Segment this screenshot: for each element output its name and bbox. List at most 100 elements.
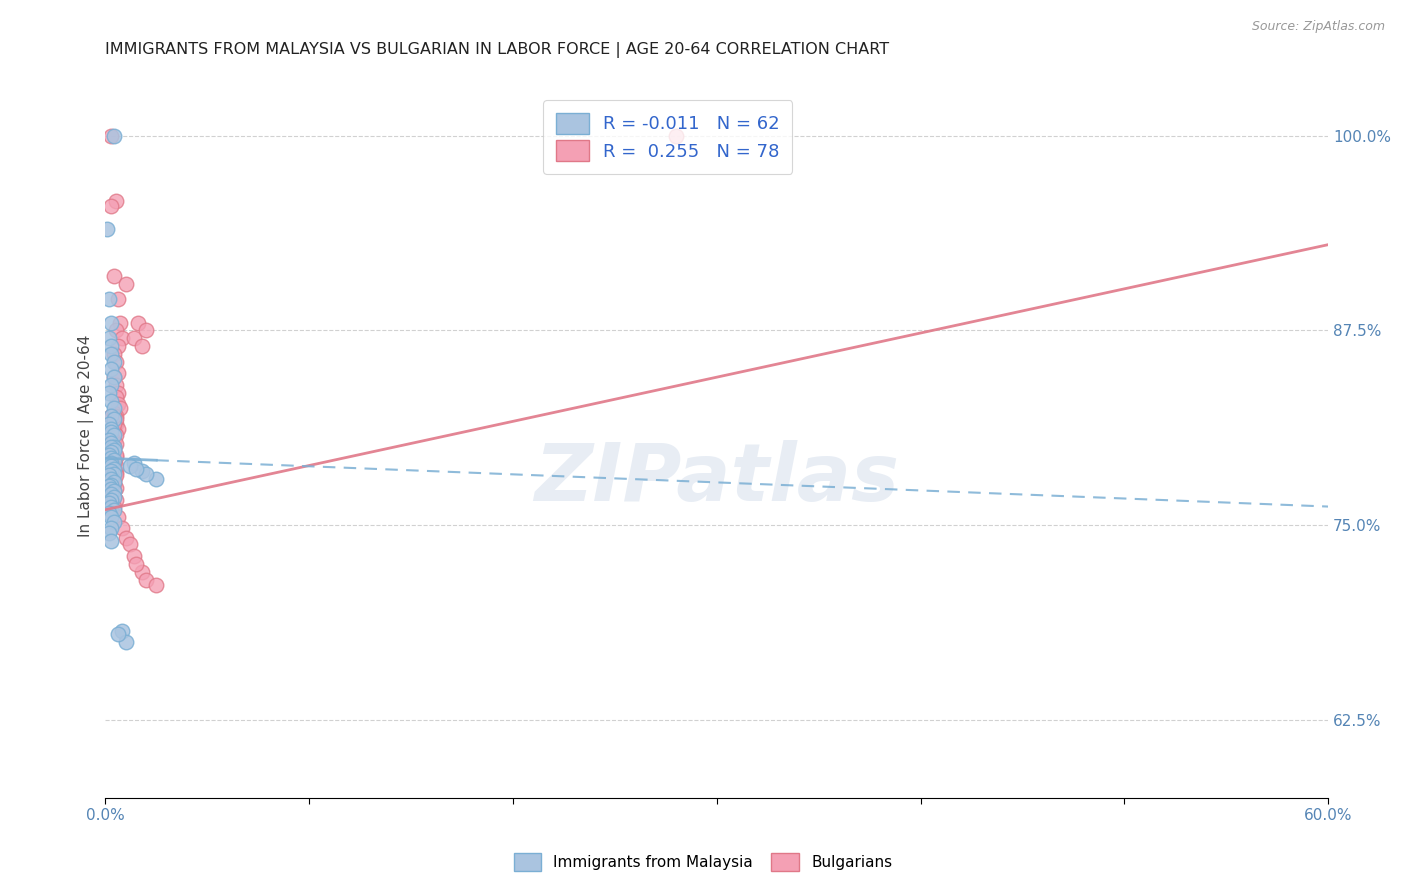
Point (103, 354, 125, 368)
Point (100, 347, 122, 361)
Point (103, 268, 125, 283)
Point (108, 401, 131, 416)
Point (103, 462, 125, 476)
Point (96, 222, 118, 236)
Point (104, 417, 127, 431)
Point (98, 331, 121, 345)
Point (100, 422, 122, 436)
Point (100, 533, 122, 548)
Point (103, 456, 125, 470)
Point (103, 477, 125, 491)
Point (104, 468, 127, 483)
Point (100, 452, 122, 467)
Point (100, 468, 122, 483)
Point (104, 354, 127, 368)
Point (104, 378, 127, 392)
Point (100, 451, 122, 466)
Point (100, 393, 122, 408)
Point (118, 458, 141, 473)
Point (114, 635, 136, 649)
Point (103, 440, 125, 454)
Point (103, 412, 125, 426)
Point (103, 456, 125, 470)
Point (127, 316, 149, 330)
Point (104, 465, 127, 479)
Point (103, 409, 125, 424)
Point (100, 487, 122, 501)
Point (122, 456, 145, 470)
Point (111, 331, 134, 345)
Point (100, 464, 122, 478)
Point (100, 471, 122, 485)
Point (103, 347, 125, 361)
Point (98, 506, 121, 520)
Point (107, 339, 129, 353)
Point (107, 366, 129, 380)
Point (103, 515, 125, 529)
Point (103, 452, 125, 467)
Point (103, 370, 125, 384)
Point (107, 422, 129, 436)
Point (104, 481, 127, 495)
Point (131, 464, 153, 478)
Point (103, 417, 125, 431)
Point (98, 468, 121, 483)
Point (100, 435, 122, 450)
Point (103, 467, 125, 481)
Point (100, 443, 122, 458)
Point (103, 462, 125, 476)
Point (122, 331, 145, 345)
Point (103, 490, 125, 504)
Point (100, 487, 122, 501)
Point (135, 323, 157, 337)
Point (104, 437, 127, 451)
Point (107, 510, 129, 524)
Point (104, 428, 127, 442)
Point (100, 440, 122, 454)
Point (100, 128, 122, 143)
Point (100, 409, 122, 424)
Point (100, 475, 122, 489)
Point (665, 128, 688, 143)
Point (103, 128, 125, 143)
Point (108, 316, 131, 330)
Point (100, 316, 122, 330)
Point (107, 385, 129, 400)
Point (107, 292, 129, 306)
Point (114, 277, 136, 291)
Point (100, 431, 122, 445)
Point (100, 500, 122, 514)
Point (114, 531, 136, 545)
Point (103, 468, 125, 483)
Point (104, 409, 127, 424)
Legend: Immigrants from Malaysia, Bulgarians: Immigrants from Malaysia, Bulgarians (508, 847, 898, 877)
Point (100, 502, 122, 516)
Text: ZIPatlas: ZIPatlas (534, 440, 900, 518)
Point (98, 479, 121, 493)
Point (104, 458, 127, 473)
Text: Source: ZipAtlas.com: Source: ZipAtlas.com (1251, 20, 1385, 33)
Point (100, 458, 122, 473)
Point (104, 493, 127, 508)
Point (103, 428, 125, 442)
Point (100, 471, 122, 485)
Point (100, 425, 122, 439)
Point (103, 483, 125, 498)
Point (100, 409, 122, 424)
Point (103, 475, 125, 489)
Point (103, 370, 125, 384)
Point (103, 500, 125, 514)
Point (98, 385, 121, 400)
Point (107, 397, 129, 411)
Point (111, 521, 134, 535)
Point (103, 406, 125, 420)
Point (98, 292, 121, 306)
Point (111, 624, 134, 639)
Point (104, 323, 127, 337)
Point (103, 434, 125, 448)
Point (103, 475, 125, 489)
Point (122, 549, 145, 564)
Legend: R = -0.011   N = 62, R =  0.255   N = 78: R = -0.011 N = 62, R = 0.255 N = 78 (544, 101, 792, 174)
Point (100, 471, 122, 485)
Point (100, 493, 122, 508)
